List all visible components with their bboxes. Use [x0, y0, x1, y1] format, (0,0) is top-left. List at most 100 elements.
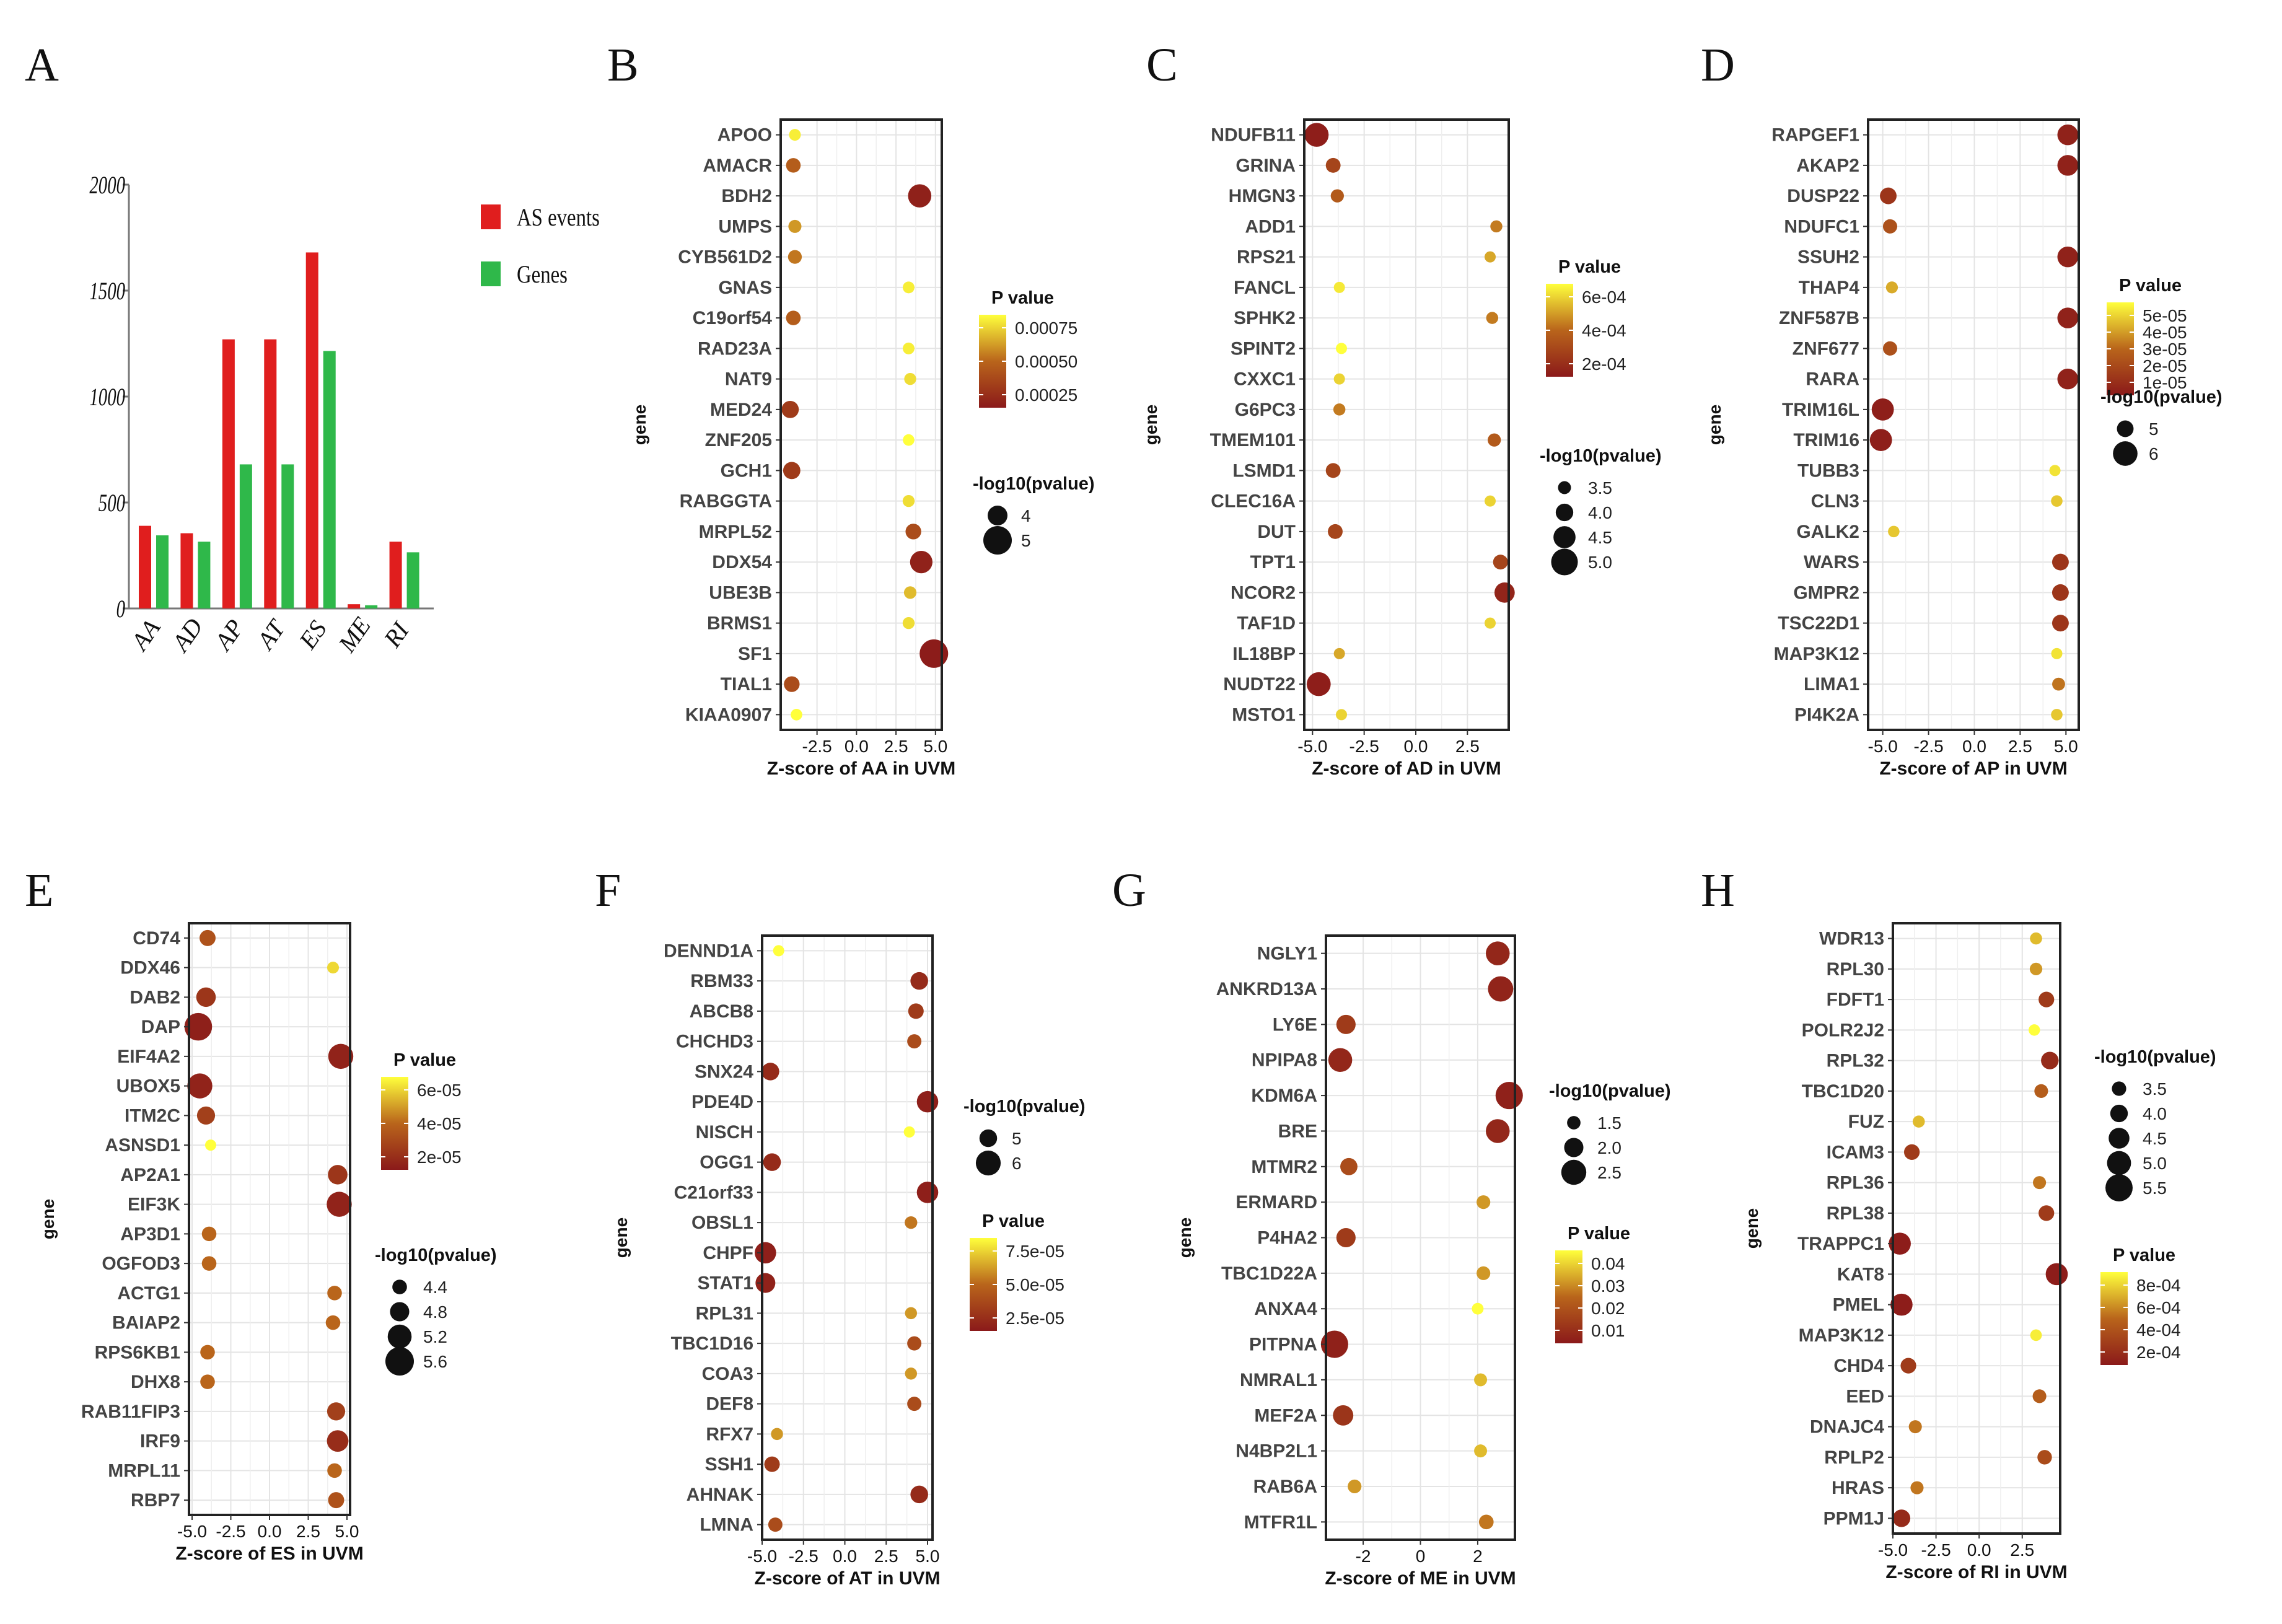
gene-label: EIF4A2	[117, 1047, 180, 1067]
x-tick-label: 2.5	[296, 1522, 320, 1541]
point-znf205	[903, 434, 915, 446]
gene-label: OBSL1	[691, 1213, 753, 1233]
x-axis-title: Z-score of RI in UVM	[1885, 1562, 2067, 1582]
size-legend-label: 5.0	[1588, 553, 1612, 572]
gene-label: TSC22D1	[1778, 613, 1859, 634]
point-rapgef1	[2057, 124, 2079, 146]
point-map3k12	[2051, 647, 2063, 659]
point-npipa8	[1328, 1048, 1353, 1072]
point-ogg1	[763, 1153, 781, 1171]
pvalue-legend-label: 4e-05	[417, 1114, 462, 1133]
pvalue-colorbar	[2107, 302, 2134, 395]
pvalue-legend-title: P value	[982, 1211, 1045, 1231]
point-nisch	[903, 1126, 915, 1138]
x-tick-label: 0.0	[1404, 737, 1428, 756]
gene-label: ABCB8	[690, 1001, 753, 1022]
size-legend-dot	[1564, 1138, 1584, 1157]
panel-c-bubble-chart: C NDUFB11 GRINA HMGN3 ADD1 RPS21 FANCL SPHK2 SPI…	[1141, 39, 1662, 779]
gene-label: TPT1	[1250, 552, 1296, 573]
gene-label: RBM33	[690, 971, 753, 991]
pvalue-legend: P value 6e-04 4e-04 2e-04	[1546, 257, 1626, 377]
point-ncor2	[1494, 582, 1515, 603]
pvalue-legend-label: 6e-04	[1582, 287, 1626, 307]
gene-label: LY6E	[1273, 1014, 1317, 1035]
size-legend-dot	[1551, 548, 1578, 576]
gene-label: DUT	[1257, 522, 1296, 542]
x-tick-label: AD	[165, 613, 208, 657]
point-cln3	[2051, 495, 2063, 507]
size-legend-dot	[1567, 1116, 1581, 1130]
x-tick-label: 0	[1416, 1547, 1426, 1566]
size-legend-dot	[2107, 1151, 2131, 1175]
gene-label: RAPGEF1	[1771, 125, 1859, 146]
size-legend-label: 2.0	[1597, 1138, 1622, 1157]
x-tick-label: -2.5	[1349, 737, 1379, 756]
gene-label: BRE	[1278, 1121, 1317, 1141]
size-legend-label: 1.5	[1597, 1113, 1622, 1133]
gene-label: RPL32	[1827, 1051, 1884, 1071]
y-axis-title: gene	[38, 1199, 58, 1239]
point-rps21	[1484, 251, 1496, 263]
point-mrpl11	[327, 1463, 342, 1478]
gene-label: OGFOD3	[102, 1253, 180, 1274]
point-rbm33	[910, 972, 928, 990]
point-actg1	[327, 1286, 342, 1301]
gridlines	[1304, 120, 1509, 730]
x-tick-label: 0.0	[833, 1547, 857, 1566]
size-legend-dot	[1561, 1159, 1587, 1185]
bar	[198, 542, 211, 608]
legend-label: Genes	[517, 260, 568, 288]
pvalue-legend-title: P value	[2119, 276, 2182, 296]
gene-label: PI4K2A	[1794, 704, 1859, 725]
pvalue-legend-label: 0.04	[1591, 1254, 1625, 1273]
gene-label: KAT8	[1837, 1264, 1884, 1284]
point-trim16	[1869, 429, 1892, 452]
gene-label: NPIPA8	[1252, 1050, 1317, 1071]
gene-label: KDM6A	[1251, 1086, 1317, 1106]
point-rab6a	[1348, 1479, 1362, 1494]
point-rps6kb1	[200, 1345, 215, 1360]
x-tick-label: 2.5	[2008, 737, 2032, 756]
size-legend: -log10(pvalue) 5 6	[963, 1097, 1086, 1176]
point-ankrd13a	[1488, 976, 1514, 1002]
size-legend: -log10(pvalue) 4 5	[973, 474, 1095, 555]
y-tick-label: 1000	[89, 383, 125, 411]
point-mtfr1l	[1478, 1514, 1494, 1530]
x-tick-label: -2.5	[789, 1547, 818, 1566]
point-icam3	[1903, 1144, 1920, 1160]
gene-label: GMPR2	[1793, 582, 1859, 603]
size-legend-label: 6	[1012, 1154, 1022, 1173]
x-tick-label: AP	[208, 614, 250, 656]
point-bdh2	[908, 184, 932, 208]
bar	[281, 464, 294, 608]
point-c19orf54	[786, 310, 801, 325]
point-cd74	[200, 929, 216, 946]
gene-label: RPS21	[1237, 247, 1296, 268]
pvalue-legend: P value 8e-04 6e-04 4e-04 2e-04	[2100, 1245, 2181, 1365]
point-rara	[2057, 368, 2079, 390]
gene-label: STAT1	[697, 1273, 753, 1294]
panel-letter: D	[1701, 39, 1735, 91]
point-tbc1d16	[907, 1336, 922, 1351]
point-tial1	[784, 676, 800, 692]
point-tsc22d1	[2052, 615, 2069, 632]
x-tick-label: 0.0	[1962, 737, 1986, 756]
gene-label: PPM1J	[1823, 1508, 1884, 1529]
x-tick-label: -2	[1356, 1547, 1371, 1566]
point-ppm1j	[1892, 1509, 1911, 1527]
gene-label: EED	[1846, 1386, 1884, 1407]
gene-label: N4BP2L1	[1235, 1441, 1317, 1462]
gene-label: APOO	[718, 125, 772, 146]
x-tick-label: 5.0	[923, 737, 947, 756]
gene-label: AP3D1	[120, 1224, 180, 1244]
gene-label: CLEC16A	[1211, 491, 1296, 512]
gene-label: GCH1	[721, 460, 772, 481]
x-tick-label: ES	[293, 615, 332, 654]
gene-label: MSTO1	[1232, 704, 1296, 725]
size-legend-dot	[2109, 1128, 2130, 1149]
gene-label: DHX8	[131, 1372, 180, 1392]
gene-label: LMNA	[700, 1515, 753, 1535]
panel-h-bubble-chart: H WDR13 RPL30 FDFT1 POLR2J2 RPL32 TBC1D20 FUZ IC…	[1701, 864, 2216, 1582]
gene-label: MED24	[710, 400, 772, 420]
